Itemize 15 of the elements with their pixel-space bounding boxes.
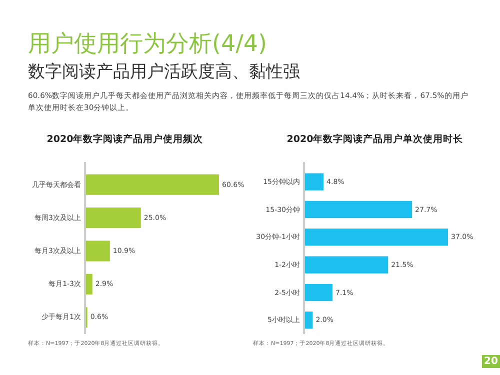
text: 用户使用行为分析(4/4)	[28, 30, 267, 59]
bar	[305, 312, 313, 329]
bar	[305, 256, 388, 274]
chart-title: 2020年数字阅读产品用户单次使用时长	[286, 133, 464, 146]
bar	[86, 240, 110, 262]
bar	[86, 174, 219, 195]
chart-title: 2020年数字阅读产品用户使用频次	[46, 133, 204, 146]
bar	[305, 284, 332, 302]
bar	[305, 200, 412, 218]
text: 数字阅读产品用户活跃度高、黏性强	[28, 61, 300, 83]
bar	[86, 274, 92, 294]
bar	[86, 208, 141, 228]
bar	[305, 228, 448, 246]
text: 20	[482, 355, 500, 368]
bar	[305, 173, 324, 190]
